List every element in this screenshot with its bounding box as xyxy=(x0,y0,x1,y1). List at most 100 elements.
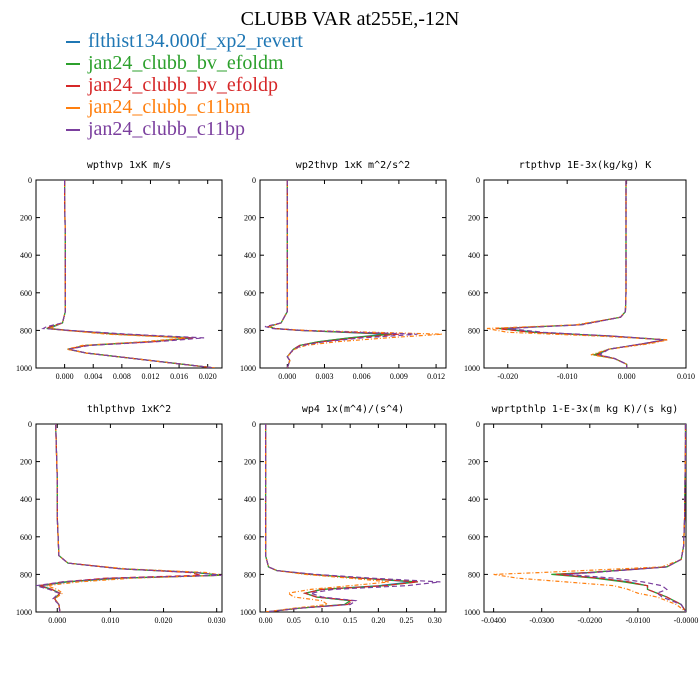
series-line xyxy=(266,180,399,368)
y-tick-label: 200 xyxy=(468,214,480,223)
y-tick-label: 600 xyxy=(244,533,256,542)
series-line xyxy=(556,424,686,612)
series-line xyxy=(565,424,686,612)
legend-item: jan24_clubb_c11bm xyxy=(66,96,303,118)
y-tick-label: 200 xyxy=(244,214,256,223)
plot-frame xyxy=(35,423,223,613)
legend-item: flthist134.000f_xp2_revert xyxy=(66,30,303,52)
x-tick-label: 0.30 xyxy=(428,616,442,625)
legend-label: jan24_clubb_c11bm xyxy=(88,96,251,118)
x-tick-label: 0.15 xyxy=(343,616,357,625)
chart-panel-title: wp4 1x(m^4)/(s^4) xyxy=(302,404,404,415)
chart-panel-title: rtpthvp 1E-3x(kg/kg) K xyxy=(519,160,651,171)
series-line xyxy=(46,180,215,368)
x-tick-label: 0.003 xyxy=(315,372,333,381)
x-tick-label: 0.25 xyxy=(400,616,414,625)
legend-swatch xyxy=(66,129,80,132)
y-tick-label: 200 xyxy=(20,214,32,223)
plot-frame xyxy=(483,179,687,369)
y-tick-label: 400 xyxy=(20,495,32,504)
y-tick-label: 400 xyxy=(468,251,480,260)
y-tick-label: 400 xyxy=(468,495,480,504)
chart-panel-title: wprtpthlp 1-E-3x(m kg K)/(s kg) xyxy=(492,404,679,415)
series-line xyxy=(498,180,666,368)
plot-frame xyxy=(483,423,687,613)
legend-label: jan24_clubb_bv_efoldm xyxy=(88,52,284,74)
x-tick-label: 0.012 xyxy=(141,372,159,381)
y-tick-label: 0 xyxy=(252,420,256,429)
series-line xyxy=(46,424,222,612)
x-tick-label: 0.000 xyxy=(56,372,74,381)
x-tick-label: 0.000 xyxy=(618,372,636,381)
y-tick-label: 400 xyxy=(244,251,256,260)
x-tick-label: -0.0400 xyxy=(481,616,506,625)
legend-item: jan24_clubb_bv_efoldm xyxy=(66,52,303,74)
y-tick-label: 800 xyxy=(20,326,32,335)
x-tick-label: 0.000 xyxy=(278,372,296,381)
y-tick-label: 600 xyxy=(468,533,480,542)
chart-panel: thlpthvp 1xK^2 0 200 400 600 800 1000 0.000 0.01… xyxy=(16,404,226,625)
x-tick-label: 0.010 xyxy=(101,616,119,625)
y-tick-label: 200 xyxy=(468,458,480,467)
y-tick-label: 400 xyxy=(244,495,256,504)
x-tick-label: -0.0300 xyxy=(529,616,554,625)
x-tick-label: -0.020 xyxy=(497,372,518,381)
x-tick-label: 0.009 xyxy=(390,372,408,381)
series-line xyxy=(264,180,418,368)
y-tick-label: 800 xyxy=(244,326,256,335)
x-tick-label: -0.0200 xyxy=(577,616,602,625)
series-line xyxy=(38,424,222,612)
series-line xyxy=(551,424,686,612)
y-tick-label: 0 xyxy=(476,420,480,429)
x-tick-label: 0.000 xyxy=(48,616,66,625)
y-tick-label: 1000 xyxy=(16,608,32,617)
x-tick-label: 0.10 xyxy=(315,616,329,625)
y-tick-label: 600 xyxy=(244,289,256,298)
series-line xyxy=(48,180,215,368)
series-line xyxy=(41,424,222,612)
legend-swatch xyxy=(66,63,80,66)
legend: flthist134.000f_xp2_revert jan24_clubb_bv… xyxy=(66,30,303,140)
series-line xyxy=(486,180,669,368)
y-tick-label: 1000 xyxy=(16,364,32,373)
x-tick-label: 0.012 xyxy=(427,372,445,381)
x-tick-label: 0.05 xyxy=(287,616,301,625)
y-tick-label: 800 xyxy=(20,570,32,579)
y-tick-label: 400 xyxy=(20,251,32,260)
series-line xyxy=(48,180,215,368)
chart-title: CLUBB VAR at255E,-12N xyxy=(240,8,460,30)
chart-panel-title: wp2thvp 1xK m^2/s^2 xyxy=(296,160,410,171)
x-tick-label: 0.016 xyxy=(170,372,188,381)
y-tick-label: 600 xyxy=(20,533,32,542)
series-line xyxy=(501,180,666,368)
plot-frame xyxy=(259,423,447,613)
x-tick-label: 0.004 xyxy=(84,372,102,381)
x-tick-label: -0.010 xyxy=(557,372,578,381)
series-line xyxy=(493,424,686,612)
y-tick-label: 600 xyxy=(20,289,32,298)
series-line xyxy=(265,424,413,612)
series-line xyxy=(44,180,215,368)
y-tick-label: 800 xyxy=(468,570,480,579)
series-line xyxy=(556,424,686,612)
chart-panel: wprtpthlp 1-E-3x(m kg K)/(s kg) 0 200 400 60… xyxy=(464,404,698,625)
x-tick-label: 0.008 xyxy=(113,372,131,381)
legend-label: jan24_clubb_c11bp xyxy=(88,118,246,140)
legend-item: jan24_clubb_c11bp xyxy=(66,118,303,140)
legend-swatch xyxy=(66,107,80,110)
y-tick-label: 200 xyxy=(244,458,256,467)
y-tick-label: 800 xyxy=(468,326,480,335)
x-tick-label: 0.020 xyxy=(155,616,173,625)
y-tick-label: 1000 xyxy=(240,364,256,373)
x-tick-label: 0.020 xyxy=(199,372,217,381)
y-tick-label: 0 xyxy=(252,176,256,185)
legend-swatch xyxy=(66,85,80,88)
y-tick-label: 1000 xyxy=(464,364,480,373)
series-line xyxy=(265,424,418,612)
legend-item: jan24_clubb_bv_efoldp xyxy=(66,74,303,96)
chart-panel: wpthvp 1xK m/s 0 200 400 600 800 1000 0.000 0.00… xyxy=(16,160,223,381)
series-line xyxy=(38,424,201,612)
y-tick-label: 0 xyxy=(28,420,32,429)
